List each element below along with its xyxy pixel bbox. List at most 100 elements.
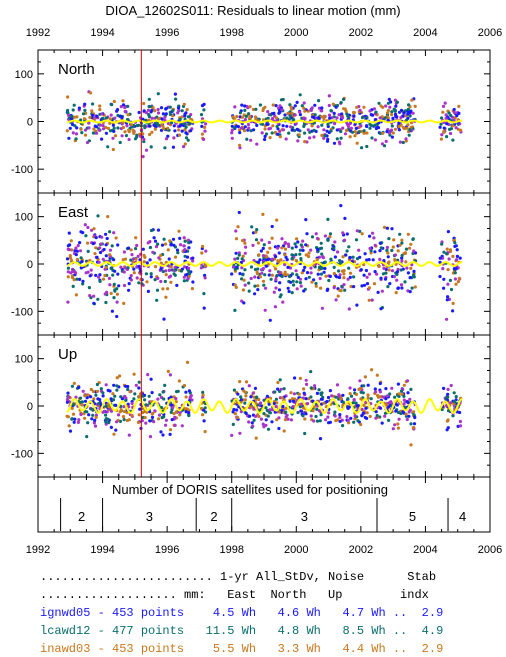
data-point	[164, 106, 169, 110]
data-point	[397, 392, 401, 396]
data-point	[258, 401, 263, 405]
model-curve	[66, 119, 463, 124]
data-point	[144, 421, 148, 425]
data-point	[303, 431, 307, 436]
data-point	[134, 383, 138, 387]
data-point	[334, 105, 338, 109]
data-point	[116, 126, 120, 130]
data-point	[393, 423, 397, 427]
data-point	[289, 280, 293, 284]
data-point	[390, 135, 394, 139]
data-point	[253, 275, 257, 279]
data-point	[453, 277, 457, 281]
data-point	[456, 127, 460, 131]
data-point	[295, 273, 299, 277]
data-point	[136, 420, 140, 424]
data-point	[298, 93, 302, 97]
data-point	[382, 225, 387, 229]
data-point	[273, 390, 277, 394]
data-point	[385, 226, 389, 230]
data-point	[413, 104, 417, 108]
data-point	[159, 128, 164, 132]
data-point	[94, 393, 98, 397]
data-point	[202, 108, 206, 112]
data-point	[345, 232, 349, 236]
data-point	[182, 383, 187, 388]
data-point	[379, 276, 383, 280]
data-point	[241, 239, 245, 243]
data-point	[83, 102, 87, 106]
data-point	[180, 109, 184, 113]
data-point	[286, 265, 290, 269]
data-point	[407, 133, 411, 137]
data-point	[302, 116, 306, 120]
data-point	[314, 281, 318, 286]
data-point	[351, 110, 356, 115]
data-point	[118, 374, 122, 378]
data-point	[348, 271, 353, 275]
data-point	[455, 258, 459, 262]
data-point	[394, 409, 398, 413]
data-point	[106, 402, 110, 406]
data-point	[270, 131, 274, 135]
data-point	[304, 412, 308, 416]
data-point	[307, 254, 311, 259]
data-point	[446, 282, 450, 286]
data-point	[150, 116, 154, 120]
data-point	[177, 379, 181, 383]
data-point	[332, 111, 336, 115]
data-point	[274, 404, 278, 409]
data-point	[394, 291, 398, 295]
data-point	[231, 265, 236, 269]
data-point	[110, 244, 114, 248]
data-point	[295, 100, 299, 104]
data-point	[67, 248, 71, 252]
data-point	[328, 232, 333, 236]
data-point	[187, 246, 191, 250]
data-point	[152, 420, 156, 424]
data-point	[113, 134, 118, 138]
data-point	[396, 249, 400, 253]
data-point	[115, 376, 119, 380]
data-point	[387, 418, 391, 422]
data-point	[178, 117, 182, 121]
data-point	[252, 395, 256, 399]
data-point	[184, 136, 189, 140]
data-point	[104, 265, 108, 270]
data-point	[90, 417, 94, 421]
data-point	[121, 125, 126, 130]
data-point	[116, 413, 121, 417]
data-point	[275, 274, 279, 278]
data-point	[148, 245, 152, 250]
data-point	[85, 396, 89, 400]
data-point	[303, 265, 307, 269]
data-point	[115, 384, 119, 388]
data-point	[137, 281, 141, 285]
data-point	[144, 148, 149, 152]
data-point	[74, 253, 78, 257]
data-point	[338, 142, 342, 146]
data-point	[451, 138, 455, 142]
data-point	[203, 430, 207, 434]
data-point	[83, 394, 87, 398]
data-point	[239, 126, 244, 130]
data-point	[70, 248, 74, 252]
data-point	[71, 108, 75, 112]
data-point	[178, 124, 182, 128]
data-point	[171, 405, 175, 410]
data-point	[238, 111, 242, 115]
data-point	[68, 126, 72, 130]
data-point	[67, 395, 71, 399]
data-point	[159, 430, 163, 434]
data-point	[407, 414, 411, 418]
data-point	[236, 415, 240, 420]
data-point	[399, 123, 403, 127]
data-point	[239, 395, 243, 399]
data-point	[234, 229, 238, 233]
data-point	[108, 248, 112, 252]
data-point	[288, 274, 292, 279]
data-point	[108, 389, 112, 393]
data-point	[325, 399, 329, 404]
data-point	[285, 116, 289, 120]
data-point	[124, 398, 128, 402]
